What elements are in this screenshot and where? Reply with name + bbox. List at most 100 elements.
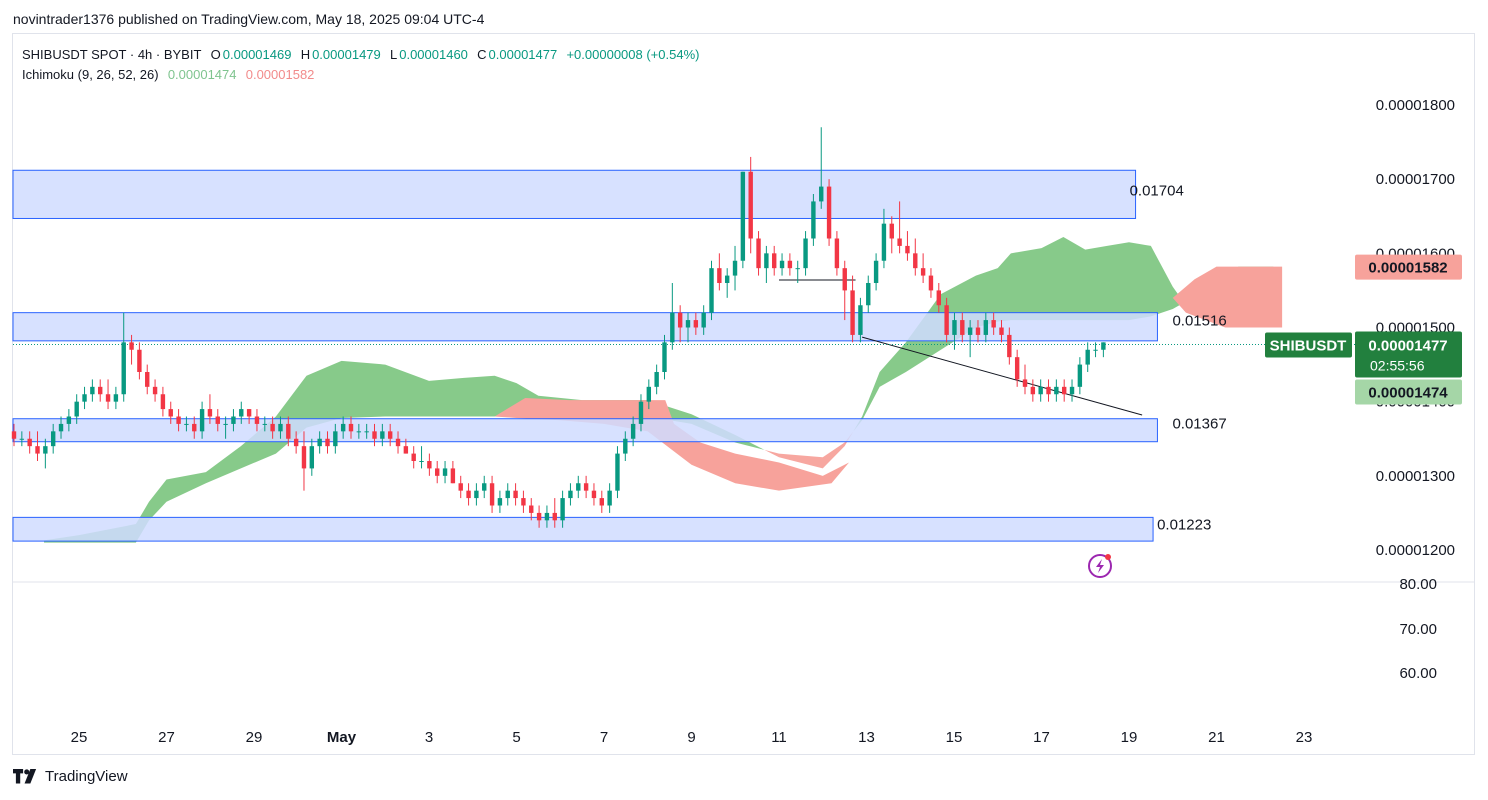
candle-body	[239, 409, 244, 417]
candle-body	[764, 253, 769, 269]
candle	[1007, 327, 1012, 365]
candle	[1014, 349, 1020, 387]
candle-body	[113, 394, 119, 402]
indicator-tick-label: 70.00	[1399, 621, 1437, 638]
candle	[231, 409, 236, 432]
indicator-label[interactable]: Ichimoku (9, 26, 52, 26)	[22, 67, 159, 82]
candle-body	[411, 453, 416, 461]
candle-body	[184, 423, 189, 425]
candle-body	[897, 238, 902, 246]
candle	[356, 423, 362, 439]
candle-body	[160, 394, 166, 410]
time-tick-label: 11	[771, 729, 787, 746]
candle-body	[121, 342, 126, 395]
candle	[58, 416, 64, 439]
publisher-header: novintrader1376 published on TradingView…	[13, 11, 485, 27]
candle	[967, 320, 973, 358]
candle-body	[701, 312, 706, 328]
candle-body	[795, 268, 800, 270]
candle	[944, 297, 949, 343]
candle-body	[819, 186, 824, 202]
indicator-value-a: 0.00001474	[167, 67, 237, 82]
candle	[1038, 379, 1043, 402]
candle	[913, 238, 918, 276]
change-value: +0.00000008 (+0.54%)	[566, 47, 700, 62]
candle-body	[1069, 386, 1075, 395]
candlestick-series	[11, 127, 1106, 528]
candle	[333, 423, 338, 454]
candle-body	[152, 386, 158, 395]
zone-0	[12, 169, 1137, 219]
candle-body	[387, 431, 393, 439]
candle	[654, 364, 659, 395]
candle-body	[944, 305, 949, 335]
candle	[387, 423, 393, 447]
candle-body	[756, 238, 761, 269]
candle	[380, 423, 385, 447]
candle	[27, 431, 32, 454]
candle	[293, 431, 299, 454]
candle	[756, 231, 761, 276]
price-axis[interactable]: 0.000012000.000013000.000014000.00001500…	[1376, 97, 1455, 559]
candle	[254, 409, 260, 432]
candle-body	[513, 490, 518, 499]
candle-body	[623, 438, 628, 454]
candle-body	[340, 423, 346, 432]
candle-body	[967, 327, 973, 335]
candle	[11, 423, 17, 447]
candle	[270, 416, 275, 439]
candle-body	[395, 438, 401, 447]
candle	[372, 423, 377, 447]
candle	[850, 275, 855, 343]
candle	[301, 431, 307, 491]
candle	[1054, 379, 1059, 402]
candle	[881, 208, 887, 269]
last-price-value: 0.00001477	[1368, 338, 1447, 355]
candle-body	[27, 438, 32, 447]
time-tick-label: May	[327, 729, 357, 746]
candle	[1061, 379, 1067, 402]
candle-body	[1014, 357, 1020, 380]
candle	[568, 483, 573, 506]
symbol-label[interactable]: SHIBUSDT SPOT · 4h · BYBIT	[22, 47, 202, 62]
candle-body	[474, 490, 479, 499]
candle	[615, 446, 620, 499]
candle	[560, 490, 565, 528]
candle	[811, 194, 816, 246]
close-value: 0.00001477	[488, 47, 558, 62]
candle-body	[419, 461, 424, 462]
candle	[466, 483, 471, 506]
candle	[928, 268, 934, 298]
ohlc-row: SHIBUSDT SPOT · 4h · BYBIT O 0.00001469 H…	[22, 45, 701, 65]
footer-brand[interactable]: TradingView	[13, 768, 128, 785]
price-badges: 0.00001582 SHIBUSDT 0.00001477 02:55:56 0.00…	[1265, 254, 1462, 405]
candle	[873, 253, 879, 291]
time-tick-label: 5	[512, 729, 520, 746]
candle-body	[231, 416, 236, 424]
time-tick-label: 21	[1208, 729, 1225, 746]
candle	[544, 505, 550, 528]
price-tick-label: 0.00001700	[1376, 171, 1455, 188]
senkou-b-value: 0.00001582	[1368, 260, 1447, 277]
support-resistance-zones: 0.01704 0.01516 0.01367 0.01223	[12, 169, 1227, 542]
lightning-icon[interactable]	[1088, 554, 1112, 578]
candle-body	[850, 290, 855, 335]
candle-body	[1054, 386, 1059, 395]
candle-body	[521, 498, 526, 506]
candle-body	[779, 260, 785, 269]
candle-body	[176, 416, 181, 424]
candle-body	[105, 394, 111, 402]
kumo-bearish	[764, 431, 854, 469]
candle-body	[82, 394, 87, 402]
candle	[685, 312, 691, 343]
candle	[489, 475, 495, 513]
candle	[513, 483, 518, 506]
candle	[82, 386, 87, 410]
chart-legend: SHIBUSDT SPOT · 4h · BYBIT O 0.00001469 H…	[22, 45, 701, 85]
candle-body	[1085, 349, 1090, 365]
candle-body	[90, 386, 95, 395]
time-axis[interactable]: 25 27 29 May 3 5 7 9 11 13 15 17 19 21 23	[71, 729, 1313, 746]
candle-body	[380, 431, 385, 439]
candle	[505, 483, 510, 506]
